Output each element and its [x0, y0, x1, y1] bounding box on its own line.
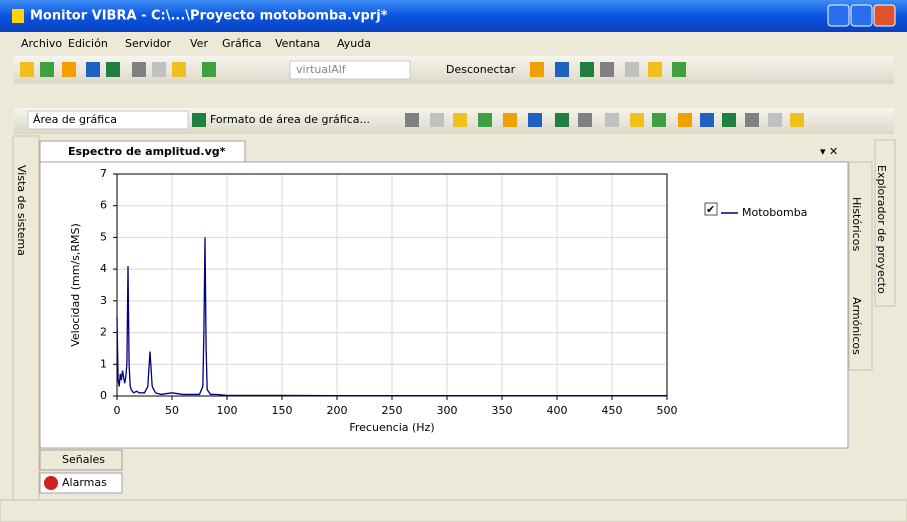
x-tick-label: 450	[602, 404, 623, 417]
x-axis-label: Frecuencia (Hz)	[349, 421, 434, 434]
signals-tab-label: Señales	[62, 453, 105, 466]
minimize-button[interactable]	[827, 4, 850, 27]
toolbar-icon[interactable]	[745, 113, 759, 127]
toolbar-icon[interactable]	[192, 113, 206, 127]
y-tick-label: 0	[100, 389, 107, 402]
format-label[interactable]: Formato de área de gráfica...	[210, 113, 370, 126]
y-tick-label: 3	[100, 294, 107, 307]
y-tick-label: 2	[100, 326, 107, 339]
toolbar-icon[interactable]	[672, 62, 686, 77]
toolbar-icon[interactable]	[580, 62, 594, 77]
menu-item[interactable]: Ayuda	[337, 37, 371, 50]
toolbar-icon[interactable]	[172, 62, 186, 77]
toolbar-icon[interactable]	[555, 113, 569, 127]
right-panel	[848, 161, 873, 371]
toolbar-icon[interactable]	[405, 113, 419, 127]
right-panel-label[interactable]: Armónicos	[850, 297, 863, 355]
legend-checkbox[interactable]	[704, 202, 718, 216]
toolbar-icon[interactable]	[700, 113, 714, 127]
far-right-panel-label[interactable]: Explorador de proyecto	[875, 165, 888, 294]
signals-tab[interactable]	[39, 449, 123, 471]
y-tick-label: 5	[100, 230, 107, 243]
x-tick-label: 500	[657, 404, 678, 417]
alarms-icon	[44, 476, 58, 490]
y-tick-label: 1	[100, 357, 107, 370]
menu-item[interactable]: Gráfica	[222, 37, 262, 50]
toolbar-icon[interactable]	[555, 62, 569, 77]
menu-item[interactable]: Ver	[190, 37, 208, 50]
alarms-tab-label: Alarmas	[62, 476, 107, 489]
toolbar-icon[interactable]	[648, 62, 662, 77]
server-name: virtualAlf	[296, 63, 347, 76]
toolbar-icon[interactable]	[605, 113, 619, 127]
x-tick-label: 100	[217, 404, 238, 417]
toolbar-icon[interactable]	[40, 62, 54, 77]
toolbar-icon[interactable]	[528, 113, 542, 127]
x-tick-label: 150	[272, 404, 293, 417]
toolbar-icon[interactable]	[132, 62, 146, 77]
title-bar	[0, 0, 907, 32]
toolbar-icon[interactable]	[478, 113, 492, 127]
menu-item[interactable]: Archivo	[21, 37, 62, 50]
toolbar-icon[interactable]	[503, 113, 517, 127]
toolbar-icon[interactable]	[652, 113, 666, 127]
far-right-panel	[874, 139, 896, 307]
x-tick-label: 350	[492, 404, 513, 417]
y-axis-label: Velocidad (mm/s,RMS)	[69, 223, 82, 347]
close-button[interactable]	[873, 4, 896, 27]
left-panel-label[interactable]: Vista de sistema	[15, 165, 28, 256]
document-tab-label: Espectro de amplitud.vg*	[68, 145, 226, 158]
toolbar-icon[interactable]	[152, 62, 166, 77]
x-tick-label: 200	[327, 404, 348, 417]
x-tick-label: 50	[165, 404, 179, 417]
alarms-tab[interactable]	[39, 472, 123, 494]
toolbar-icon[interactable]	[86, 62, 100, 77]
toolbar-icon[interactable]	[20, 62, 34, 77]
menu-bar	[0, 32, 907, 54]
toolbar-icon[interactable]	[202, 62, 216, 77]
toolbar-icon[interactable]	[62, 62, 76, 77]
toolbar-icon[interactable]	[530, 62, 544, 77]
toolbar-icon[interactable]	[625, 62, 639, 77]
toolbar-icon[interactable]	[430, 113, 444, 127]
y-tick-label: 7	[100, 167, 107, 180]
status-bar	[0, 499, 907, 522]
y-tick-label: 6	[100, 199, 107, 212]
toolbar-icon[interactable]	[106, 62, 120, 77]
series-line	[116, 237, 667, 397]
area-label: Área de gráfica	[33, 113, 117, 126]
x-tick-label: 250	[382, 404, 403, 417]
x-tick-label: 300	[437, 404, 458, 417]
x-tick-label: 400	[547, 404, 568, 417]
disconnect-label: Desconectar	[446, 63, 516, 76]
toolbar-icon[interactable]	[453, 113, 467, 127]
legend-check: ✔	[706, 203, 715, 216]
toolbar-icon[interactable]	[678, 113, 692, 127]
menu-item[interactable]: Ventana	[275, 37, 320, 50]
tab-menu[interactable]: ▾ ✕	[820, 145, 838, 158]
area-combo[interactable]	[27, 110, 189, 130]
toolbar-icon[interactable]	[790, 113, 804, 127]
toolbar-icon[interactable]	[630, 113, 644, 127]
legend-label: Motobomba	[742, 206, 807, 219]
menu-item[interactable]: Servidor	[125, 37, 172, 50]
menu-item[interactable]: Edición	[68, 37, 108, 50]
y-tick-label: 4	[100, 262, 107, 275]
toolbar-icon[interactable]	[600, 62, 614, 77]
x-tick-label: 0	[114, 404, 121, 417]
toolbar-icon[interactable]	[578, 113, 592, 127]
server-combo[interactable]	[289, 60, 411, 80]
app-icon	[12, 9, 24, 23]
window-title: Monitor VIBRA - C:\...\Proyecto motobomb…	[30, 9, 388, 24]
toolbar-icon[interactable]	[768, 113, 782, 127]
right-panel-label[interactable]: Históricos	[850, 197, 863, 251]
left-panel	[12, 135, 40, 501]
maximize-button[interactable]	[850, 4, 873, 27]
toolbar-icon[interactable]	[722, 113, 736, 127]
